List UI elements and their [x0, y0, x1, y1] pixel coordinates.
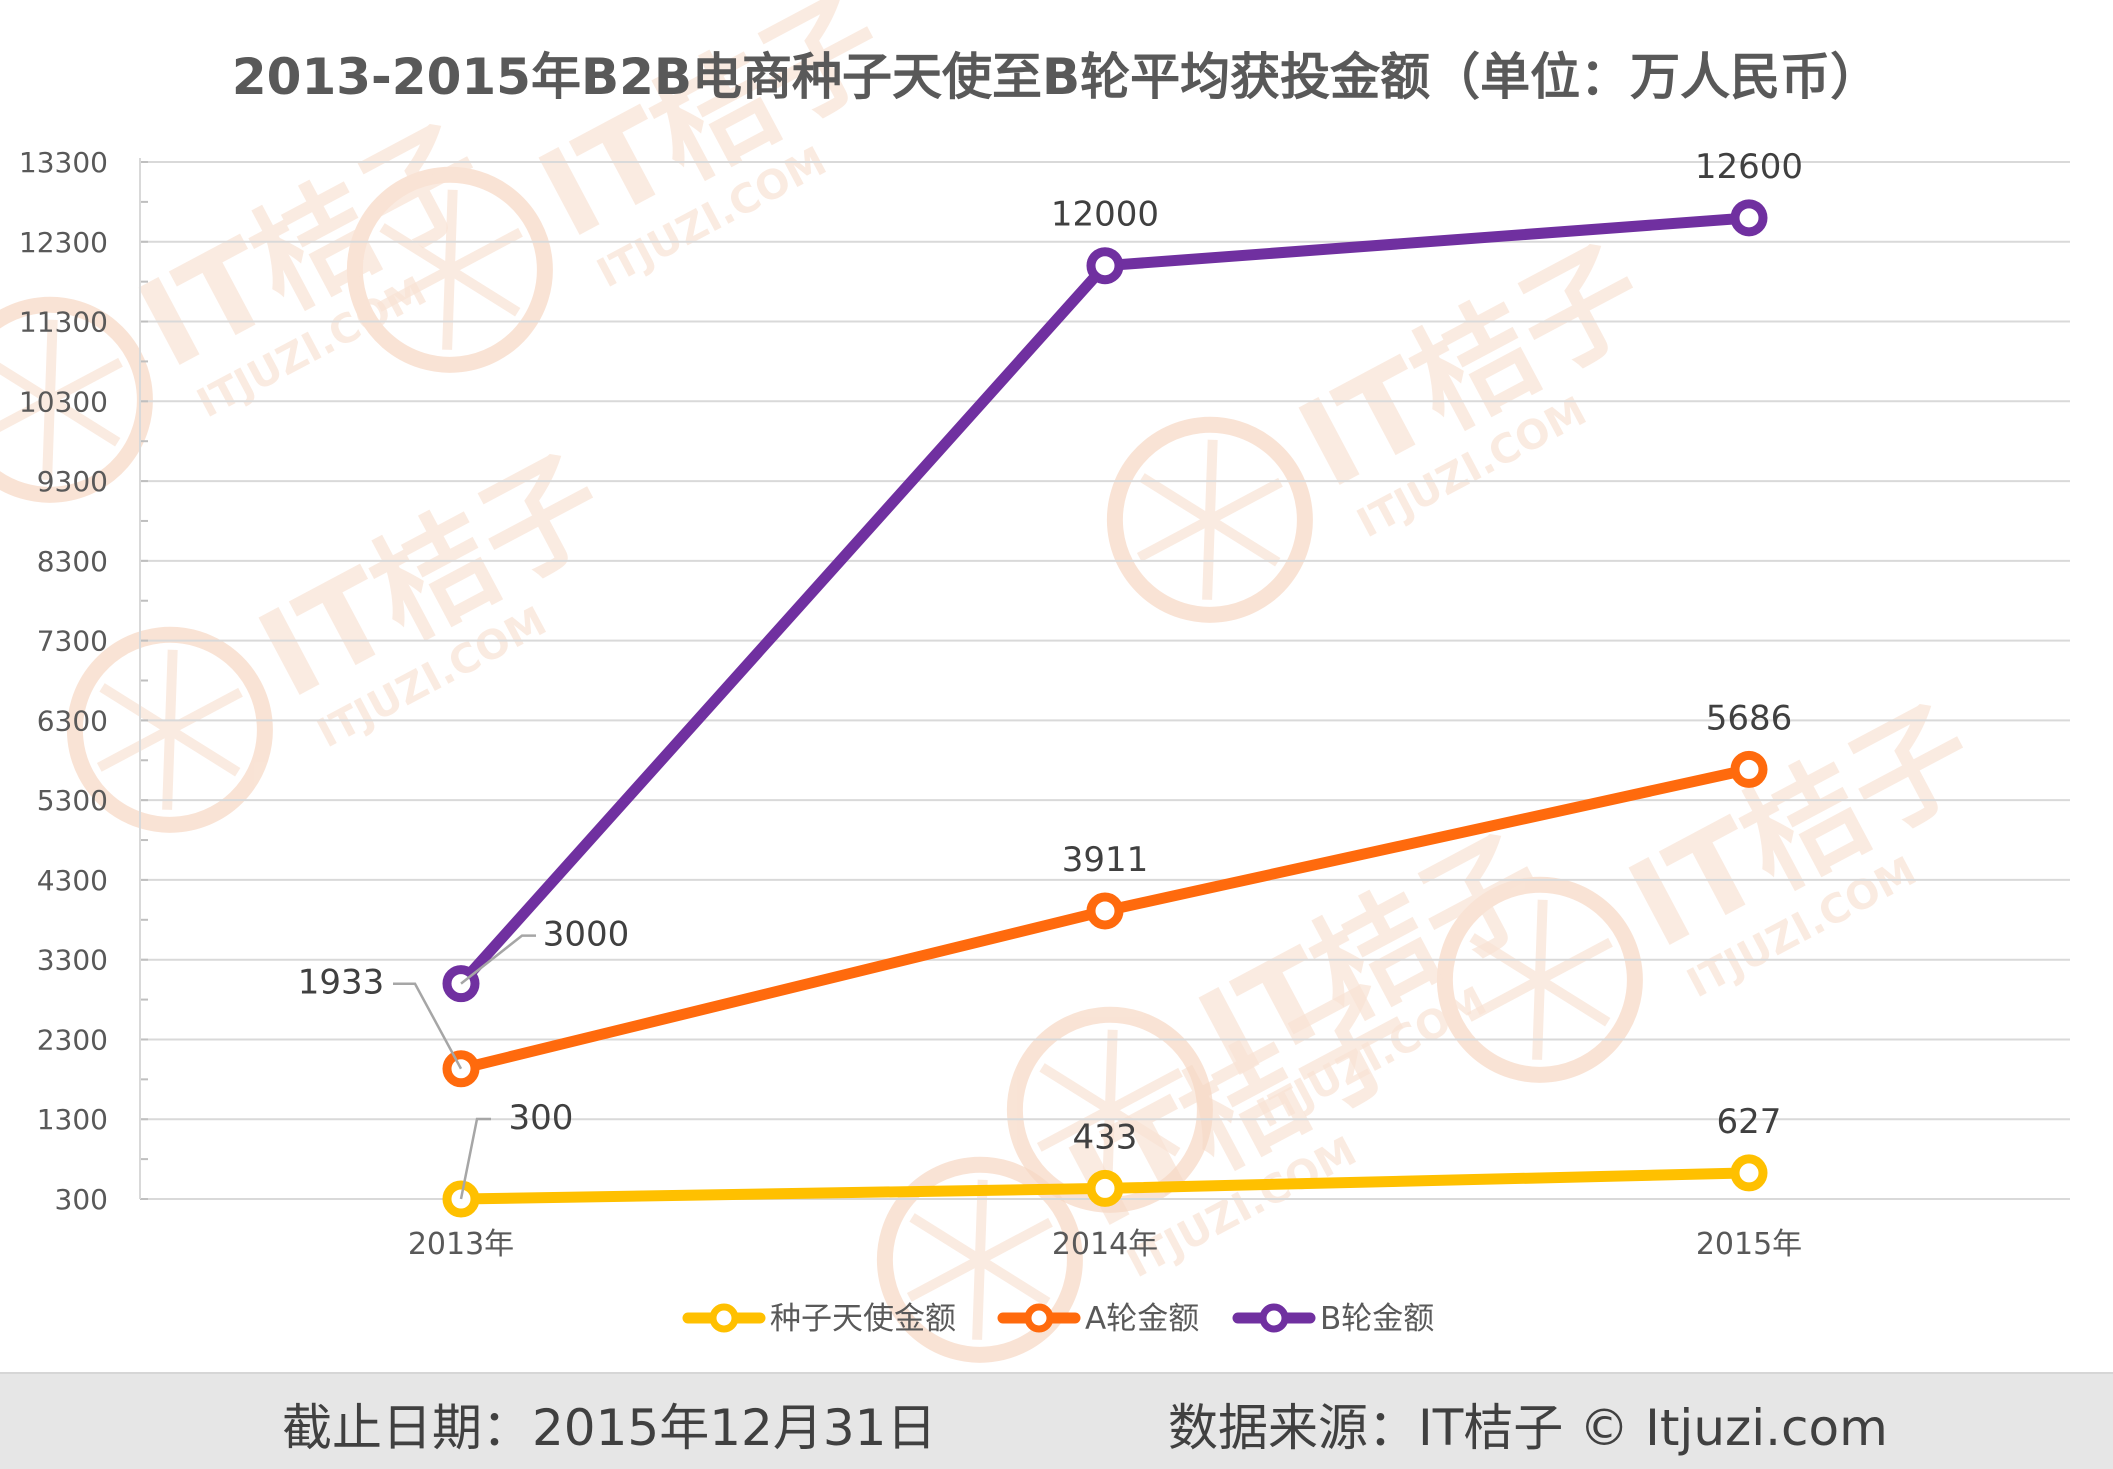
grid-lines: [140, 161, 2070, 1200]
y-tick-label: 300: [55, 1183, 108, 1216]
y-tick-label: 10300: [19, 385, 108, 418]
leader-line: [459, 1117, 491, 1200]
y-tick-label: 5300: [37, 784, 108, 817]
leader-line: [393, 982, 463, 1070]
legend-marker: [1259, 1303, 1289, 1333]
cutoff-date: 截止日期：2015年12月31日: [282, 1399, 937, 1457]
y-tick-label: 7300: [37, 625, 108, 658]
data-label: 1933: [298, 963, 385, 1003]
data-label: 627: [1717, 1102, 1782, 1142]
y-tick-label: 12300: [19, 226, 108, 259]
legend-marker: [709, 1303, 739, 1333]
data-label: 12000: [1051, 195, 1159, 235]
data-point: [1730, 1154, 1768, 1192]
data-point: [1086, 1169, 1124, 1207]
data-source: 数据来源：IT桔子 © Itjuzi.com: [1168, 1399, 1888, 1457]
data-label: 3911: [1062, 840, 1149, 880]
y-tick-label: 6300: [37, 704, 108, 737]
legend-label: A轮金额: [1085, 1301, 1199, 1337]
y-tick-label: 8300: [37, 545, 108, 578]
data-point: [1730, 750, 1768, 788]
data-point: [1086, 892, 1124, 930]
data-label: 5686: [1706, 698, 1793, 738]
x-axis: 2013年 2014年 2015年: [408, 1227, 1802, 1262]
legend-label: B轮金额: [1320, 1301, 1434, 1337]
chart-title: 2013-2015年B2B电商种子天使至B轮平均获投金额（单位：万人民币）: [232, 48, 1880, 106]
data-label: 3000: [543, 915, 630, 955]
data-labels: 300 433 627 1933 3911 5686 3000 12000 12600: [298, 147, 1803, 1200]
y-tick-label: 1300: [37, 1103, 108, 1136]
y-axis: 300 1300 2300 3300 4300 5300 6300 7300 8300 9300 1…: [19, 146, 148, 1216]
data-point: [1730, 199, 1768, 237]
legend: 种子天使金额 A轮金额 B轮金额: [682, 1301, 1434, 1337]
data-point: [1086, 247, 1124, 285]
data-label: 300: [509, 1098, 574, 1138]
watermark-layer: IT桔子ITJUZI.COMIT桔子ITJUZI.COMIT桔子ITJUZI.C…: [0, 0, 1997, 1363]
x-tick-label: 2015年: [1696, 1227, 1802, 1262]
footer: 截止日期：2015年12月31日 数据来源：IT桔子 © Itjuzi.com: [0, 1372, 2113, 1469]
x-tick-label: 2014年: [1052, 1227, 1158, 1262]
y-tick-label: 11300: [19, 306, 108, 339]
y-tick-label: 9300: [37, 465, 108, 498]
chart: IT桔子ITJUZI.COMIT桔子ITJUZI.COMIT桔子ITJUZI.C…: [0, 0, 2070, 1363]
data-label: 433: [1073, 1117, 1138, 1157]
y-tick-label: 2300: [37, 1023, 108, 1056]
x-tick-label: 2013年: [408, 1227, 514, 1262]
legend-label: 种子天使金额: [770, 1301, 956, 1337]
y-tick-label: 3300: [37, 944, 108, 977]
y-tick-label: 13300: [19, 146, 108, 179]
y-tick-label: 4300: [37, 864, 108, 897]
legend-marker: [1024, 1303, 1054, 1333]
leader-line: [460, 934, 536, 985]
data-label: 12600: [1695, 147, 1803, 187]
